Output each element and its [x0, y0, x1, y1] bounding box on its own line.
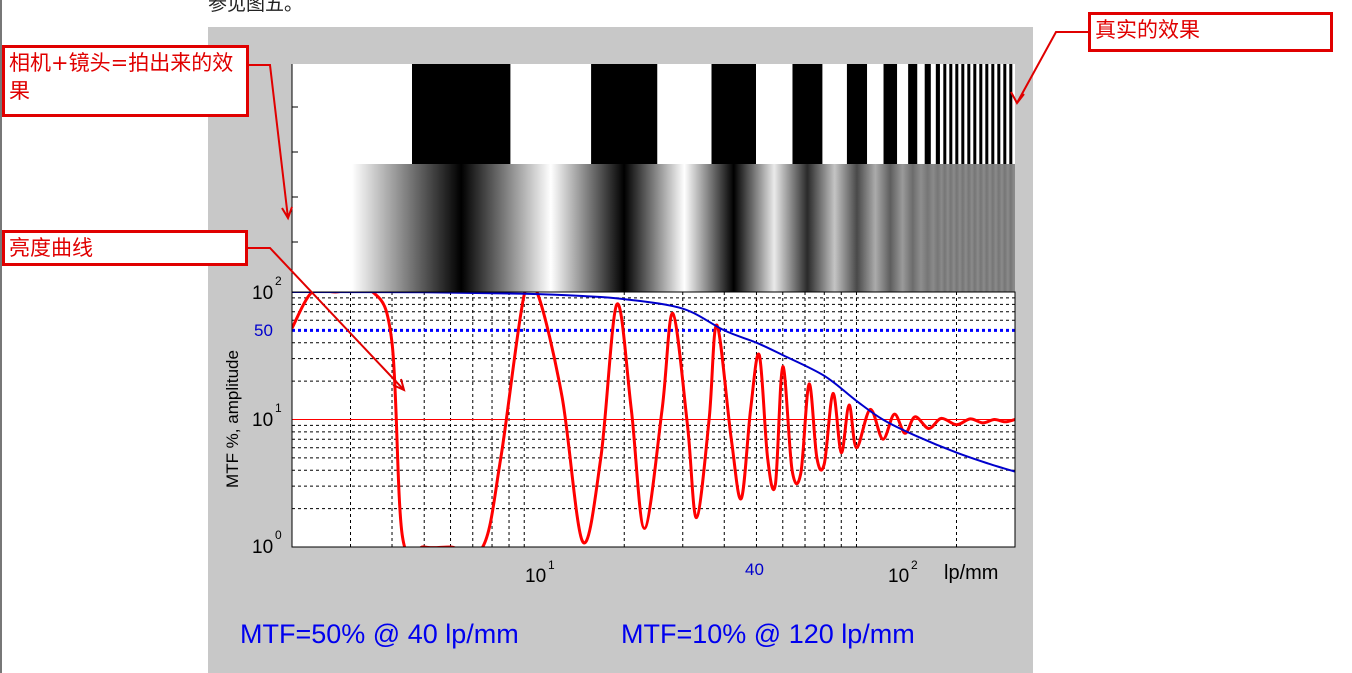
- x-tick-10: 10 1: [525, 558, 555, 587]
- left-margin-rule: [0, 0, 2, 673]
- y-tick-100: 10 2: [252, 274, 282, 304]
- x-tick-100: 10 2: [888, 558, 918, 587]
- arrow-brightness-head: [392, 378, 406, 392]
- ideal-bar: [924, 64, 931, 164]
- plot-frame: [291, 291, 1016, 548]
- x-marker-label-40: 40: [745, 560, 764, 579]
- page-caption-fragment: 参见图五。: [208, 0, 304, 15]
- ideal-bar: [792, 64, 823, 164]
- arrow-camera-lens-head: [281, 206, 293, 221]
- y-tick-10-base: 10: [252, 410, 273, 431]
- x-tick-100-base: 10: [888, 566, 909, 587]
- y-tick-10-exp: 1: [275, 401, 282, 415]
- arrow-real-effect-head: [1010, 91, 1025, 105]
- x-tick-10-base: 10: [525, 566, 546, 587]
- arrow-brightness: [248, 247, 405, 391]
- ideal-bar: [846, 64, 868, 164]
- ideal-bar: [997, 64, 1001, 164]
- ideal-bar: [935, 64, 940, 164]
- mtf-figure: MTF %, amplitude 10 2 50 10 1 10 0 10 1 …: [208, 27, 1033, 673]
- ideal-bar: [961, 64, 965, 164]
- ideal-bar: [908, 64, 918, 164]
- ideal-bar: [883, 64, 898, 164]
- ideal-bar: [955, 64, 959, 164]
- blurred-bars-strip: [292, 164, 1015, 292]
- mtf-curve: [292, 292, 1015, 473]
- callout-real-effect: 真实的效果: [1088, 12, 1333, 52]
- ideal-bar: [711, 64, 756, 164]
- x-tick-10-exp: 1: [548, 558, 555, 572]
- y-tick-10: 10 1: [252, 401, 282, 431]
- y-tick-1: 10 0: [252, 528, 282, 558]
- ideal-bar: [979, 64, 983, 164]
- ideal-bar: [1003, 64, 1007, 164]
- arrow-camera-lens: [249, 64, 289, 219]
- mtf50-summary: MTF=50% @ 40 lp/mm: [240, 619, 519, 649]
- y-tick-1-base: 10: [252, 537, 273, 558]
- ideal-bars-strip: [292, 64, 1015, 164]
- ideal-bar: [591, 64, 658, 164]
- strip-axis-ticks: [292, 106, 298, 243]
- callout-camera-lens-effect: 相机+镜头=拍出来的效果: [2, 45, 249, 117]
- brightness-amplitude-curve: [292, 292, 1015, 547]
- ideal-bar: [985, 64, 989, 164]
- y-tick-1-exp: 0: [275, 528, 282, 542]
- x-axis-unit-label: lp/mm: [944, 562, 998, 584]
- x-tick-100-exp: 2: [911, 558, 918, 572]
- ideal-bar: [1009, 64, 1013, 164]
- mtf10-summary: MTF=10% @ 120 lp/mm: [621, 619, 915, 649]
- ideal-bar: [973, 64, 977, 164]
- ideal-bar: [943, 64, 947, 164]
- y-axis-label: MTF %, amplitude: [223, 350, 242, 488]
- ideal-bar: [949, 64, 953, 164]
- callout-brightness-curve: 亮度曲线: [2, 230, 248, 266]
- y-marker-label-50: 50: [254, 321, 273, 340]
- ideal-bar: [412, 64, 511, 164]
- ideal-bar: [991, 64, 995, 164]
- y-tick-100-base: 10: [252, 283, 273, 304]
- arrow-real-effect: [1016, 31, 1088, 104]
- y-tick-100-exp: 2: [275, 274, 282, 288]
- ideal-bar: [967, 64, 971, 164]
- mtf-plot: MTF %, amplitude 10 2 50 10 1 10 0 10 1 …: [223, 64, 1016, 649]
